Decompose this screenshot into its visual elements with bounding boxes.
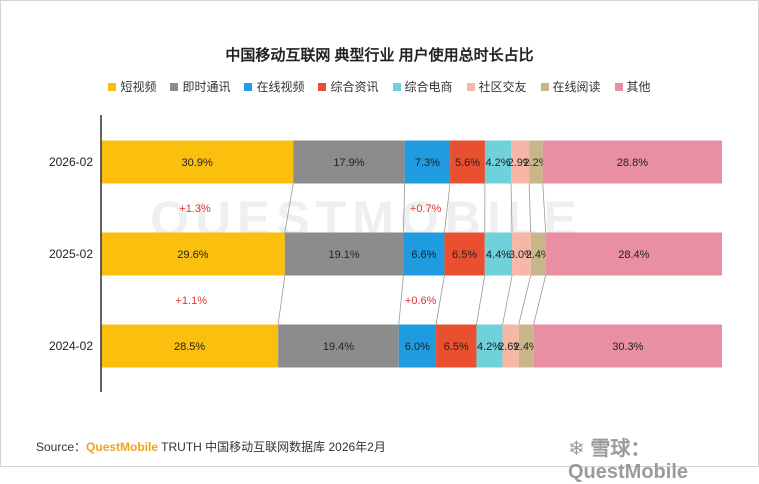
connector-line (503, 276, 513, 325)
connector-line (403, 184, 404, 233)
category-label: 2026-02 (49, 155, 93, 169)
data-label: 5.6% (455, 157, 480, 169)
data-label: 28.4% (618, 249, 649, 261)
data-label: 28.8% (617, 157, 648, 169)
source-note: Source：QuestMobile TRUTH 中国移动互联网数据库 2026… (36, 438, 386, 455)
stacked-bar-chart: 30.9%17.9%7.3%5.6%4.2%2.9%2.2%28.8%2026-… (0, 0, 759, 467)
connector-line (519, 276, 531, 325)
data-label: 19.4% (323, 341, 354, 353)
change-annotation: +0.6% (405, 295, 437, 307)
source-prefix: Source： (36, 440, 86, 454)
connector-line (399, 276, 404, 325)
data-label: 19.1% (329, 249, 360, 261)
change-annotation: +1.3% (179, 203, 211, 215)
connector-line (543, 184, 546, 233)
data-label: 4.4% (486, 249, 511, 261)
data-label: 17.9% (333, 157, 364, 169)
connector-line (534, 276, 546, 325)
change-annotation: +0.7% (410, 203, 442, 215)
xueqiu-watermark: ❄ 雪球：QuestMobile (568, 432, 759, 484)
connector-line (436, 276, 444, 325)
data-label: 28.5% (174, 341, 205, 353)
category-label: 2024-02 (49, 339, 93, 353)
data-label: 30.9% (182, 157, 213, 169)
data-label: 29.6% (177, 249, 208, 261)
connector-line (444, 184, 450, 233)
data-label: 6.5% (444, 341, 469, 353)
data-label: 6.5% (452, 249, 477, 261)
data-label: 6.6% (411, 249, 436, 261)
change-annotation: +1.1% (175, 295, 207, 307)
connector-line (511, 184, 512, 233)
connector-line (278, 276, 285, 325)
connector-line (285, 184, 293, 233)
data-label: 7.3% (415, 157, 440, 169)
category-label: 2025-02 (49, 247, 93, 261)
data-label: 6.0% (405, 341, 430, 353)
connector-line (529, 184, 531, 233)
connector-line (476, 276, 484, 325)
source-suffix: TRUTH 中国移动互联网数据库 2026年2月 (158, 440, 386, 454)
source-brand: QuestMobile (86, 440, 158, 454)
data-label: 30.3% (612, 341, 643, 353)
